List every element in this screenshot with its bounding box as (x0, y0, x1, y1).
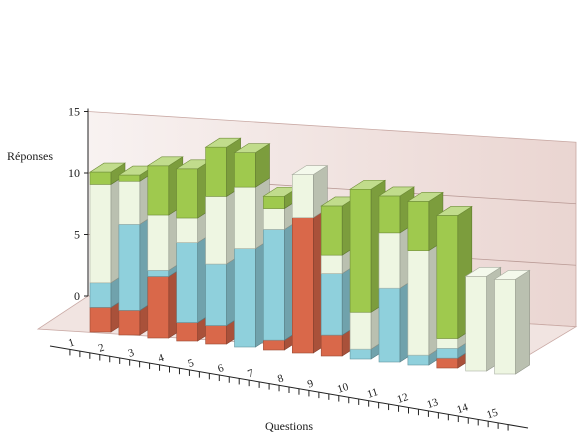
bar-top-face (291, 165, 329, 175)
bar-segment-side (515, 269, 530, 375)
bar-segment-front (320, 334, 343, 357)
bar-segment-front (436, 338, 459, 349)
bar-segment-front (349, 348, 372, 360)
bar-group (88, 137, 531, 375)
bar-segment-front (320, 254, 343, 274)
bar-top-face (204, 137, 242, 148)
bar-segment-front (263, 339, 285, 351)
bar-segment-front (349, 311, 372, 350)
x-tick-label: 14 (455, 401, 470, 416)
bar-segment-front (147, 276, 170, 339)
bar-segment-front (205, 325, 227, 345)
bar-segment-front (263, 208, 285, 230)
bar-segment-front (465, 275, 488, 372)
bar-top-face (493, 269, 531, 280)
x-tick-label: 13 (425, 396, 440, 411)
bar-segment-front (205, 196, 227, 265)
bar-segment-front (407, 250, 430, 356)
bar-segment-front (176, 168, 198, 219)
x-axis-title: Questions (265, 419, 313, 433)
bar-top-face (233, 143, 271, 153)
bar-segment-front (118, 310, 141, 336)
bar-segment-front (118, 224, 141, 311)
y-axis-title: Réponses (7, 149, 53, 163)
x-tick-label: 11 (366, 386, 380, 401)
bar-segment-front (205, 146, 227, 197)
bar-top-face (406, 192, 444, 202)
bar-segment-front (320, 273, 343, 336)
bar-top-face (349, 179, 387, 190)
bar-segment-front (349, 188, 372, 313)
bar-segment-front (378, 287, 401, 363)
x-tick-label: 3 (127, 347, 136, 360)
y-tick-label: 15 (68, 105, 80, 119)
bar-segment-front (378, 195, 401, 234)
x-tick-label: 5 (186, 357, 195, 370)
bar-segment-front (234, 186, 256, 249)
bar-segment-front (89, 171, 112, 185)
bar-segment-front (436, 215, 459, 339)
bar-segment-front (291, 174, 314, 218)
bar-top-face (435, 206, 473, 216)
x-tick-label: 12 (396, 391, 410, 406)
x-tick-label: 1 (67, 336, 76, 349)
x-tick-label: 8 (276, 372, 285, 385)
x-tick-label: 10 (336, 381, 351, 396)
bar-segment-front (436, 357, 459, 369)
bar-segment-front (147, 270, 170, 277)
bar-segment-front (147, 214, 170, 271)
y-tick-label: 0 (74, 289, 80, 303)
x-tick-label: 4 (157, 352, 166, 365)
x-tick-label: 6 (216, 362, 225, 375)
bar-top-face (464, 266, 502, 277)
y-tick-label: 5 (74, 228, 80, 242)
bar-segment-front (407, 201, 430, 251)
bar-segment-front (234, 248, 256, 348)
bar-segment-front (263, 195, 285, 209)
bar-segment-front (147, 165, 170, 216)
bar-segment-front (320, 205, 343, 256)
bar-segment-front (494, 278, 516, 375)
bar-segment-front (118, 174, 141, 182)
x-tick-label: 9 (306, 377, 315, 390)
x-tick-label: 15 (485, 406, 500, 421)
bar-segment-front (436, 348, 459, 359)
bar-top-face (146, 156, 184, 167)
x-tick-label: 7 (246, 367, 255, 380)
bar-segment-front (176, 242, 198, 323)
bar-top-face (377, 186, 416, 197)
bar-segment-front (407, 354, 430, 366)
bar-segment-front (291, 217, 314, 354)
bar-segment-front (89, 282, 112, 308)
bar-segment-front (176, 217, 198, 243)
bar-segment-front (378, 232, 401, 289)
bar-segment-front (118, 180, 141, 225)
bar-segment-front (205, 263, 227, 326)
bar-top-face (88, 162, 127, 173)
x-tick-label: 2 (97, 342, 106, 355)
bar-segment-front (89, 184, 112, 284)
bar-segment-front (263, 229, 285, 341)
bar-segment-front (89, 307, 112, 333)
y-tick-label: 10 (68, 166, 80, 180)
bar-segment-front (176, 322, 198, 342)
bar-segment-front (234, 152, 256, 188)
